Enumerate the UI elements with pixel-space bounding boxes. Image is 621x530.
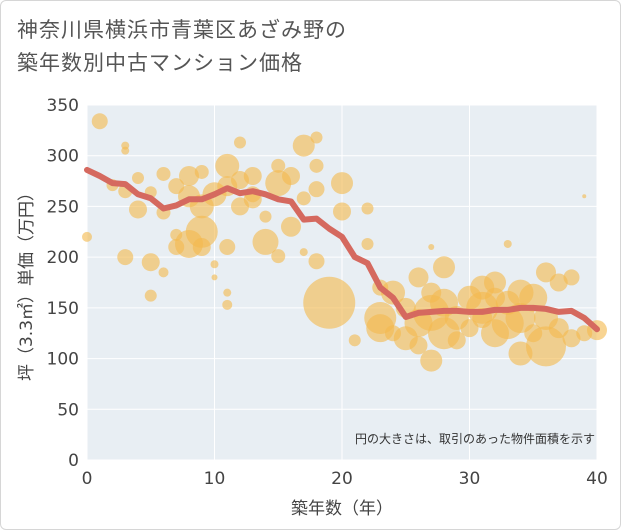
bubble-point [194, 164, 209, 179]
bubble-point [282, 167, 300, 185]
bubble-point [348, 334, 361, 347]
bubble-point [156, 166, 171, 181]
bubble-point [536, 262, 556, 283]
bubble-size-note: 円の大きさは、取引のあった物件面積を示す [355, 431, 595, 446]
y-tick-label: 350 [47, 96, 79, 116]
bubble-point [223, 288, 232, 297]
bubble-point [292, 134, 315, 157]
bubble-point [549, 273, 568, 292]
bubble-point [281, 216, 301, 237]
bubble-point [563, 269, 580, 286]
bubble-point [582, 194, 587, 199]
bubble-point [519, 283, 548, 312]
x-axis-title: 築年数（年） [291, 499, 393, 519]
title-line-1: 神奈川県横浜市青葉区あざみ野の [17, 18, 347, 42]
title-line-2: 築年数別中古マンション価格 [17, 51, 303, 75]
y-tick-label: 50 [57, 400, 79, 420]
chart-title: 神奈川県横浜市青葉区あざみ野の 築年数別中古マンション価格 [17, 14, 577, 80]
bubble-point [243, 167, 262, 185]
bubble-point [408, 267, 429, 288]
y-tick-label: 250 [47, 197, 79, 217]
y-axis-title: 坪（3.3㎡）単価（万円） [17, 184, 37, 381]
bubble-point [361, 237, 374, 250]
bubble-point [310, 131, 323, 144]
bubble-point [308, 253, 325, 270]
y-tick-labels: 0 50 100 150 200 250 300 350 [47, 96, 79, 471]
bubble-series [82, 113, 607, 372]
bubble-point [259, 210, 272, 223]
x-tick-labels: 0 10 20 30 40 [82, 469, 608, 489]
bubble-point [503, 239, 512, 248]
bubble-point [428, 244, 435, 250]
bubble-point [299, 248, 308, 257]
y-tick-label: 0 [68, 451, 79, 471]
bubble-point [409, 336, 428, 355]
y-tick-label: 150 [47, 299, 79, 319]
bubble-point [331, 172, 353, 195]
bubble-point [192, 238, 211, 256]
bubble-point [361, 202, 374, 215]
bubble-point [91, 113, 108, 130]
bubble-point [234, 136, 246, 149]
bubble-point [179, 166, 199, 186]
bubble-point [215, 153, 240, 178]
bubble-point [158, 267, 169, 278]
bubble-point [420, 349, 443, 372]
bubble-point [211, 274, 218, 281]
bubble-point [219, 239, 236, 255]
bubble-point [271, 158, 286, 173]
bubble-point [333, 202, 351, 221]
bubble-point [252, 228, 279, 255]
bubble-point [210, 260, 219, 269]
bubble-point [144, 289, 157, 302]
bubble-point [271, 249, 286, 264]
bubble-point [82, 231, 92, 242]
bubble-point [433, 256, 455, 279]
bubble-point [141, 253, 160, 272]
x-tick-label: 10 [204, 469, 226, 489]
x-tick-label: 20 [331, 469, 353, 489]
bubble-point [222, 299, 233, 310]
y-tick-label: 100 [47, 350, 79, 370]
average-price-line [84, 166, 600, 333]
bubble-point [447, 331, 466, 350]
bubble-point [296, 191, 311, 206]
bubble-point [562, 329, 581, 348]
grid-lines [86, 104, 598, 461]
x-tick-label: 40 [586, 469, 608, 489]
bubble-point [303, 276, 356, 329]
bubble-point [309, 158, 324, 173]
bubble-point [117, 249, 134, 266]
bubble-point [484, 271, 506, 294]
bubble-point [548, 318, 569, 339]
bubble-point [129, 200, 147, 219]
bubble-point [132, 172, 144, 185]
bubble-point [121, 146, 130, 155]
y-tick-label: 300 [47, 147, 79, 167]
bubble-point [185, 215, 218, 248]
y-tick-label: 200 [47, 248, 79, 268]
bubble-point [308, 181, 325, 198]
x-tick-label: 30 [459, 469, 481, 489]
bubble-point [381, 280, 405, 305]
x-tick-label: 0 [82, 469, 93, 489]
